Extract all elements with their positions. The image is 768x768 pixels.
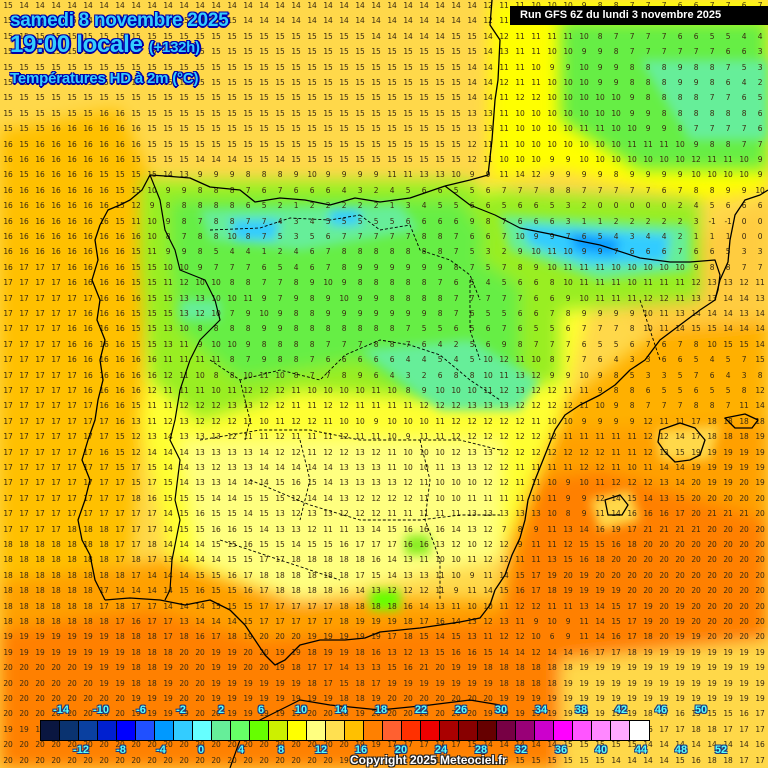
color-scale-swatch	[155, 721, 174, 740]
color-scale-swatch	[307, 721, 326, 740]
pyrenees-border	[444, 185, 721, 301]
forecast-date: samedi 8 novembre 2025	[10, 10, 229, 32]
color-scale-swatch	[440, 721, 459, 740]
color-scale-label-bottom: 8	[266, 744, 296, 756]
color-scale-label-top: -10	[86, 704, 116, 716]
temperature-color-scale	[40, 720, 650, 741]
color-scale-label-bottom: 44	[626, 744, 656, 756]
color-scale-swatch	[250, 721, 269, 740]
spain-portugal-border	[149, 174, 221, 601]
color-scale-swatch	[497, 721, 516, 740]
spain-south-coast	[104, 589, 496, 666]
color-scale-swatch	[554, 721, 573, 740]
color-scale-swatch	[269, 721, 288, 740]
color-scale-label-top: 22	[406, 704, 436, 716]
forecast-time: 19:00 locale (+132h)	[10, 31, 200, 59]
color-scale-swatch	[345, 721, 364, 740]
color-scale-swatch	[611, 721, 630, 740]
color-scale-swatch	[573, 721, 592, 740]
mallorca-island	[657, 422, 706, 463]
color-scale-swatch	[630, 721, 649, 740]
color-scale-label-top: 6	[246, 704, 276, 716]
color-scale-swatch	[288, 721, 307, 740]
color-scale-label-top: -6	[126, 704, 156, 716]
color-scale-label-top: 26	[446, 704, 476, 716]
color-scale-label-top: 2	[206, 704, 236, 716]
color-scale-label-bottom: -4	[146, 744, 176, 756]
color-scale-label-bottom: 48	[666, 744, 696, 756]
color-scale-label-bottom: 4	[226, 744, 256, 756]
color-scale-swatch	[459, 721, 478, 740]
model-run-label: Run GFS 6Z du lundi 3 novembre 2025	[510, 6, 768, 25]
ibiza-island	[604, 494, 629, 516]
color-scale-swatch	[383, 721, 402, 740]
color-scale-label-bottom: 12	[306, 744, 336, 756]
color-scale-swatch	[535, 721, 554, 740]
forecast-time-value: 19:00 locale	[10, 31, 143, 58]
color-scale-swatch	[193, 721, 212, 740]
color-scale-swatch	[174, 721, 193, 740]
color-scale-label-bottom: 0	[186, 744, 216, 756]
color-scale-label-top: 14	[326, 704, 356, 716]
menorca-island	[724, 413, 759, 429]
color-scale-label-top: 34	[526, 704, 556, 716]
map-variable-title: Températures HD à 2m (°C)	[10, 70, 198, 87]
color-scale-label-bottom: 28	[466, 744, 496, 756]
color-scale-swatch	[592, 721, 611, 740]
color-scale-swatch	[98, 721, 117, 740]
color-scale-label-top: 42	[606, 704, 636, 716]
copyright-notice: Copyright 2025 Meteociel.fr	[350, 753, 507, 767]
france-coast	[444, 0, 501, 187]
color-scale-label-top: 50	[686, 704, 716, 716]
spain-east-coast	[494, 299, 716, 591]
color-scale-label-bottom: 36	[546, 744, 576, 756]
color-scale-label-top: -14	[46, 704, 76, 716]
spain-north-coast	[99, 174, 446, 226]
france-med-coast	[714, 189, 768, 301]
color-scale-swatch	[212, 721, 231, 740]
color-scale-swatch	[421, 721, 440, 740]
color-scale-swatch	[117, 721, 136, 740]
color-scale-swatch	[79, 721, 98, 740]
color-scale-swatch	[326, 721, 345, 740]
color-scale-label-bottom: -8	[106, 744, 136, 756]
color-scale-swatch	[41, 721, 60, 740]
color-scale-swatch	[60, 721, 79, 740]
color-scale-label-bottom: 32	[506, 744, 536, 756]
color-scale-label-top: 38	[566, 704, 596, 716]
color-scale-swatch	[136, 721, 155, 740]
color-scale-swatch	[402, 721, 421, 740]
portugal-west-coast	[77, 224, 106, 601]
color-scale-label-bottom: 40	[586, 744, 616, 756]
color-scale-label-top: 10	[286, 704, 316, 716]
color-scale-label-top: 46	[646, 704, 676, 716]
color-scale-label-top: 18	[366, 704, 396, 716]
forecast-offset: (+132h)	[149, 39, 200, 56]
color-scale-label-bottom: 16	[346, 744, 376, 756]
color-scale-label-top: 30	[486, 704, 516, 716]
color-scale-swatch	[364, 721, 383, 740]
color-scale-label-bottom: 20	[386, 744, 416, 756]
color-scale-label-bottom: 52	[706, 744, 736, 756]
color-scale-swatch	[478, 721, 497, 740]
color-scale-swatch	[516, 721, 535, 740]
color-scale-label-bottom: -12	[66, 744, 96, 756]
color-scale-swatch	[231, 721, 250, 740]
color-scale-label-bottom: 24	[426, 744, 456, 756]
color-scale-label-top: -2	[166, 704, 196, 716]
